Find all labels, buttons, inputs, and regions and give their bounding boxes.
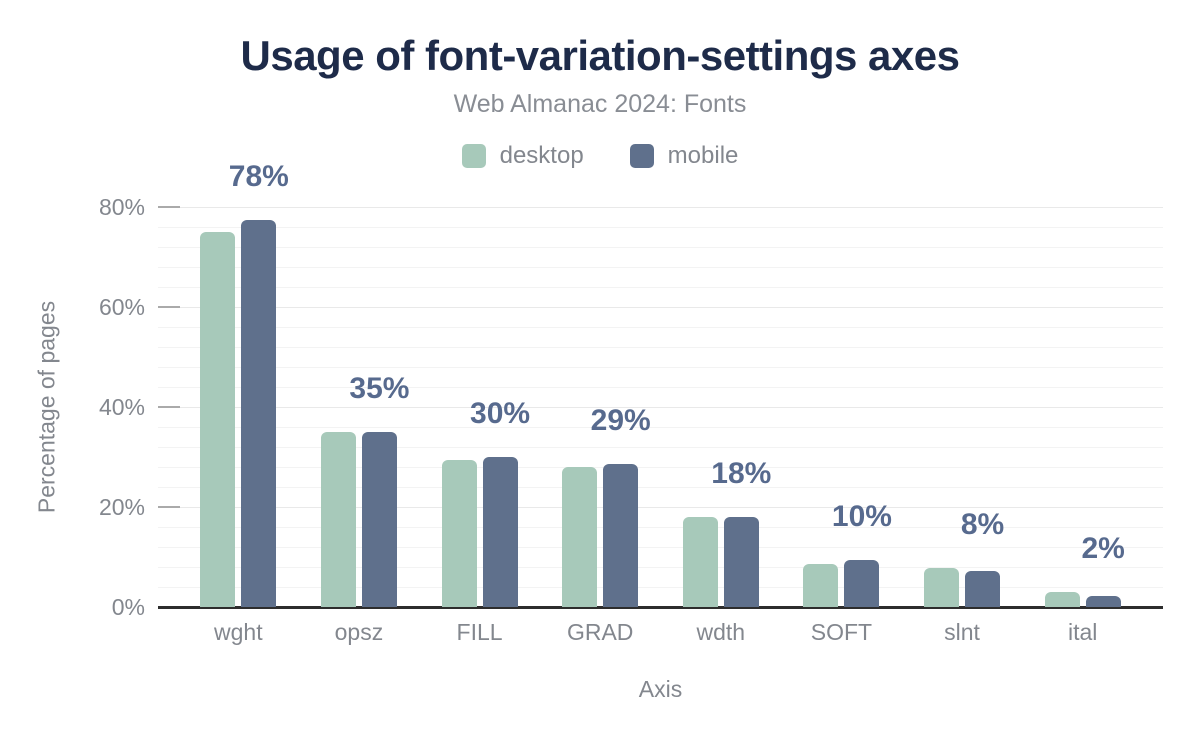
minor-gridline [158, 566, 1163, 568]
bar-group-FILL: 30% FILL [419, 207, 540, 645]
bar-desktop-slnt [924, 567, 960, 607]
bar-group-GRAD: 29% GRAD [540, 207, 661, 645]
bar-desktop-SOFT [803, 564, 839, 607]
minor-gridline [158, 286, 1163, 288]
bar-desktop-opsz [320, 432, 356, 607]
y-tick-label: 20% [98, 494, 145, 520]
bar-value-label-ital: 2% [1081, 532, 1125, 565]
x-tick-label-opsz: opsz [334, 619, 384, 645]
chart-title: Usage of font-variation-settings axes [240, 32, 960, 79]
bar-value-label-SOFT: 10% [831, 500, 892, 533]
minor-gridline [158, 446, 1163, 448]
legend-label-mobile: mobile [667, 142, 739, 169]
x-axis-title: Axis [638, 676, 683, 702]
bar-group-SOFT: 10% SOFT [781, 207, 902, 645]
major-gridline [158, 306, 1163, 308]
bar-group-wght: 78% wght [178, 160, 299, 645]
bar-group-ital: 2% ital [1022, 207, 1143, 645]
bar-mobile-FILL [482, 457, 518, 607]
bar-group-opsz: 35% opsz [299, 207, 420, 645]
minor-gridline [158, 226, 1163, 228]
bar-mobile-slnt [965, 570, 1001, 607]
bar-group-wdth: 18% wdth [661, 207, 782, 645]
x-tick-label-FILL: FILL [456, 619, 503, 645]
bar-desktop-wght [200, 232, 236, 607]
x-tick-label-wdth: wdth [696, 619, 746, 645]
bar-value-label-wght: 78% [228, 159, 289, 193]
legend: desktop mobile [0, 142, 1200, 170]
bar-mobile-opsz [361, 432, 397, 607]
bar-mobile-wdth [723, 517, 759, 607]
bar-value-label-wdth: 18% [711, 457, 772, 490]
bar-desktop-wdth [682, 517, 718, 607]
minor-gridline [158, 466, 1163, 468]
legend-item-mobile: mobile [629, 142, 739, 170]
bar-value-label-FILL: 30% [470, 397, 531, 430]
x-axis-line [158, 606, 1163, 609]
y-tick-mark [158, 506, 180, 508]
bar-value-label-GRAD: 29% [590, 403, 651, 437]
major-gridline [158, 506, 1163, 508]
x-tick-label-GRAD: GRAD [566, 619, 634, 645]
bar-mobile-ital [1085, 596, 1121, 607]
major-gridline [158, 406, 1163, 408]
minor-gridline [158, 246, 1163, 248]
bar-value-label-opsz: 35% [349, 372, 410, 405]
minor-gridline [158, 326, 1163, 328]
legend-label-desktop: desktop [499, 142, 584, 169]
y-tick-mark [158, 406, 180, 408]
bar-desktop-GRAD [562, 467, 598, 607]
minor-gridline [158, 426, 1163, 428]
bar-mobile-wght [241, 219, 277, 607]
bar-mobile-SOFT [844, 560, 880, 607]
bar-desktop-ital [1044, 592, 1080, 607]
y-tick-mark [158, 206, 180, 208]
bar-mobile-GRAD [603, 463, 639, 607]
minor-gridline [158, 486, 1163, 488]
x-tick-label-SOFT: SOFT [810, 619, 873, 645]
minor-gridline [158, 586, 1163, 588]
minor-gridline [158, 546, 1163, 548]
x-tick-label-slnt: slnt [944, 619, 980, 645]
x-tick-label-wght: wght [214, 619, 263, 645]
minor-gridline [158, 366, 1163, 368]
minor-gridline [158, 346, 1163, 348]
chart-subtitle: Web Almanac 2024: Fonts [453, 90, 747, 118]
plot-area: 0% 20% 40% 60% 80% 78% wght 35% opsz 30% FILL 29% GR… [99, 160, 1163, 645]
x-tick-label-ital: ital [1067, 619, 1098, 645]
bar-desktop-FILL [441, 459, 477, 607]
major-gridline [158, 206, 1163, 208]
y-tick-label: 60% [98, 294, 145, 320]
y-tick-label: 0% [111, 594, 145, 620]
bar-group-slnt: 8% slnt [902, 207, 1023, 645]
y-tick-label: 80% [98, 194, 145, 220]
desktop-swatch-icon [461, 144, 486, 168]
legend-item-desktop: desktop [461, 142, 584, 170]
minor-gridline [158, 526, 1163, 528]
y-tick-label: 40% [98, 394, 145, 420]
y-tick-mark [158, 306, 180, 308]
minor-gridline [158, 386, 1163, 388]
bar-value-label-slnt: 8% [960, 507, 1005, 541]
mobile-swatch-icon [629, 144, 654, 168]
minor-gridline [158, 266, 1163, 268]
